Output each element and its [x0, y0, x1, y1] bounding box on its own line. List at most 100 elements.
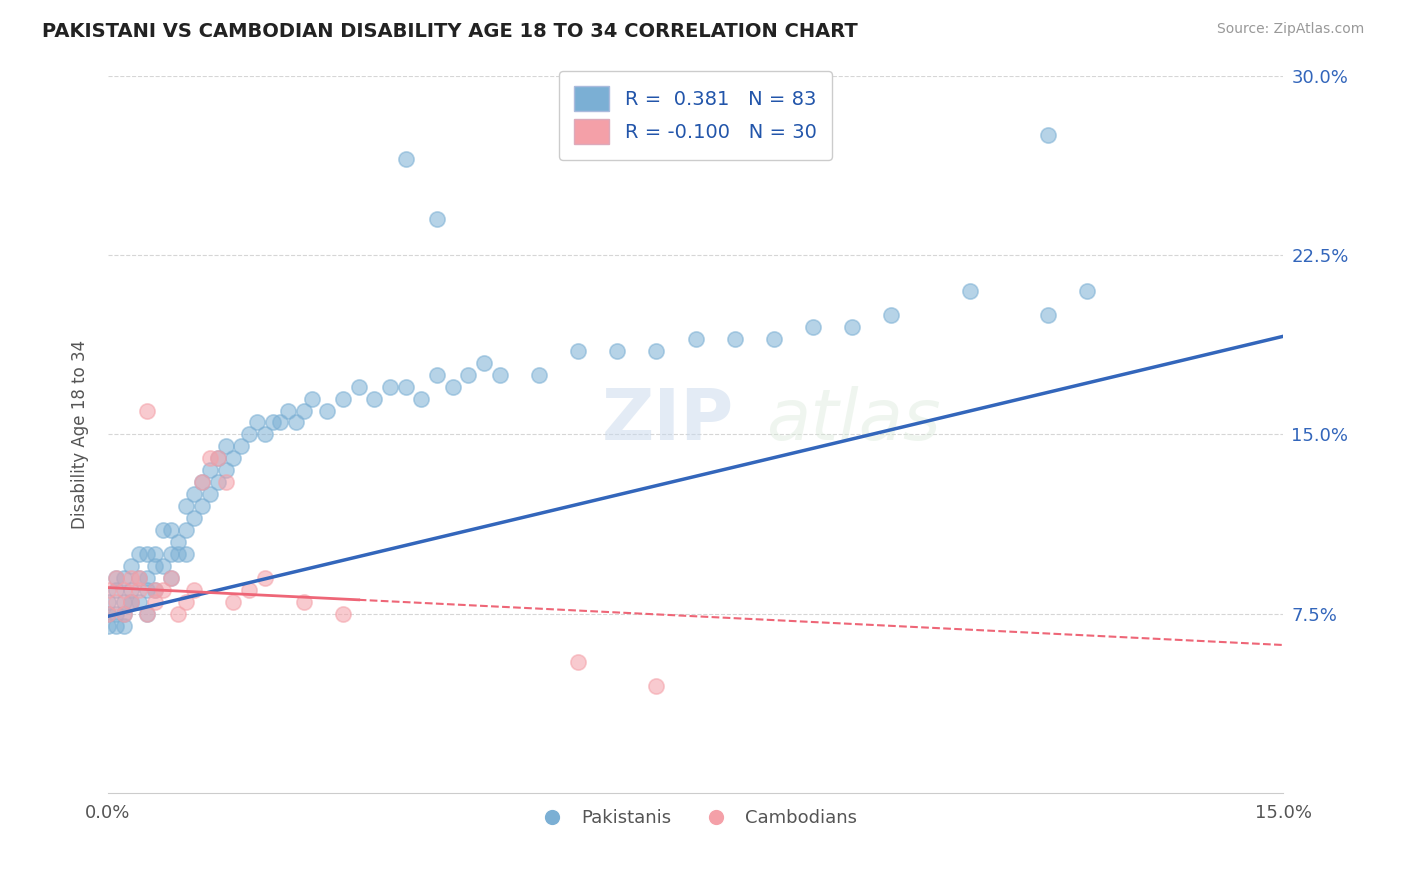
Point [104, 595, 127, 609]
Point [128, 571, 150, 585]
Point [112, 595, 135, 609]
Point [136, 582, 159, 597]
Point [97, 607, 120, 621]
Point [167, 607, 190, 621]
Point [606, 343, 628, 358]
Point [316, 403, 339, 417]
Point [152, 582, 174, 597]
Point [143, 547, 166, 561]
Point [143, 559, 166, 574]
Point [762, 332, 785, 346]
Point [262, 416, 284, 430]
Point [207, 475, 229, 490]
Point [238, 427, 260, 442]
Legend: Pakistanis, Cambodians: Pakistanis, Cambodians [527, 802, 865, 835]
Point [136, 607, 159, 621]
Text: ZIP: ZIP [602, 385, 734, 455]
Point [567, 655, 589, 669]
Point [121, 571, 143, 585]
Point [198, 451, 221, 466]
Point [167, 535, 190, 549]
Point [457, 368, 479, 382]
Point [301, 392, 323, 406]
Point [253, 427, 276, 442]
Point [685, 332, 707, 346]
Point [959, 284, 981, 298]
Point [841, 319, 863, 334]
Point [395, 153, 418, 167]
Point [104, 571, 127, 585]
Point [143, 582, 166, 597]
Point [207, 451, 229, 466]
Point [128, 595, 150, 609]
Point [121, 595, 143, 609]
Point [128, 582, 150, 597]
Point [121, 582, 143, 597]
Point [128, 547, 150, 561]
Point [112, 582, 135, 597]
Point [253, 571, 276, 585]
Point [128, 571, 150, 585]
Point [246, 416, 269, 430]
Point [112, 619, 135, 633]
Point [159, 523, 181, 537]
Point [198, 463, 221, 477]
Point [198, 487, 221, 501]
Point [214, 475, 236, 490]
Point [167, 547, 190, 561]
Point [104, 607, 127, 621]
Point [472, 356, 495, 370]
Text: atlas: atlas [766, 385, 941, 455]
Point [112, 571, 135, 585]
Point [292, 595, 315, 609]
Point [378, 379, 401, 393]
Point [97, 607, 120, 621]
Point [1076, 284, 1098, 298]
Point [363, 392, 385, 406]
Point [152, 559, 174, 574]
Point [176, 500, 198, 514]
Point [183, 511, 205, 525]
Point [880, 308, 903, 322]
Point [136, 403, 159, 417]
Point [332, 607, 354, 621]
Point [645, 679, 668, 693]
Point [112, 607, 135, 621]
Point [724, 332, 747, 346]
Point [222, 595, 245, 609]
Point [277, 403, 299, 417]
Point [411, 392, 433, 406]
Point [176, 523, 198, 537]
Point [567, 343, 589, 358]
Point [152, 523, 174, 537]
Point [426, 212, 449, 227]
Point [285, 416, 308, 430]
Point [426, 368, 449, 382]
Point [176, 547, 198, 561]
Point [347, 379, 370, 393]
Point [183, 487, 205, 501]
Point [801, 319, 824, 334]
Point [269, 416, 291, 430]
Point [231, 439, 253, 453]
Point [1036, 128, 1059, 143]
Point [136, 571, 159, 585]
Point [222, 451, 245, 466]
Point [332, 392, 354, 406]
Point [176, 595, 198, 609]
Point [292, 403, 315, 417]
Point [143, 595, 166, 609]
Point [214, 439, 236, 453]
Point [104, 619, 127, 633]
Point [97, 582, 120, 597]
Point [214, 463, 236, 477]
Point [136, 547, 159, 561]
Point [191, 500, 214, 514]
Point [441, 379, 464, 393]
Point [1036, 308, 1059, 322]
Point [238, 582, 260, 597]
Point [143, 582, 166, 597]
Point [97, 595, 120, 609]
Point [207, 451, 229, 466]
Point [191, 475, 214, 490]
